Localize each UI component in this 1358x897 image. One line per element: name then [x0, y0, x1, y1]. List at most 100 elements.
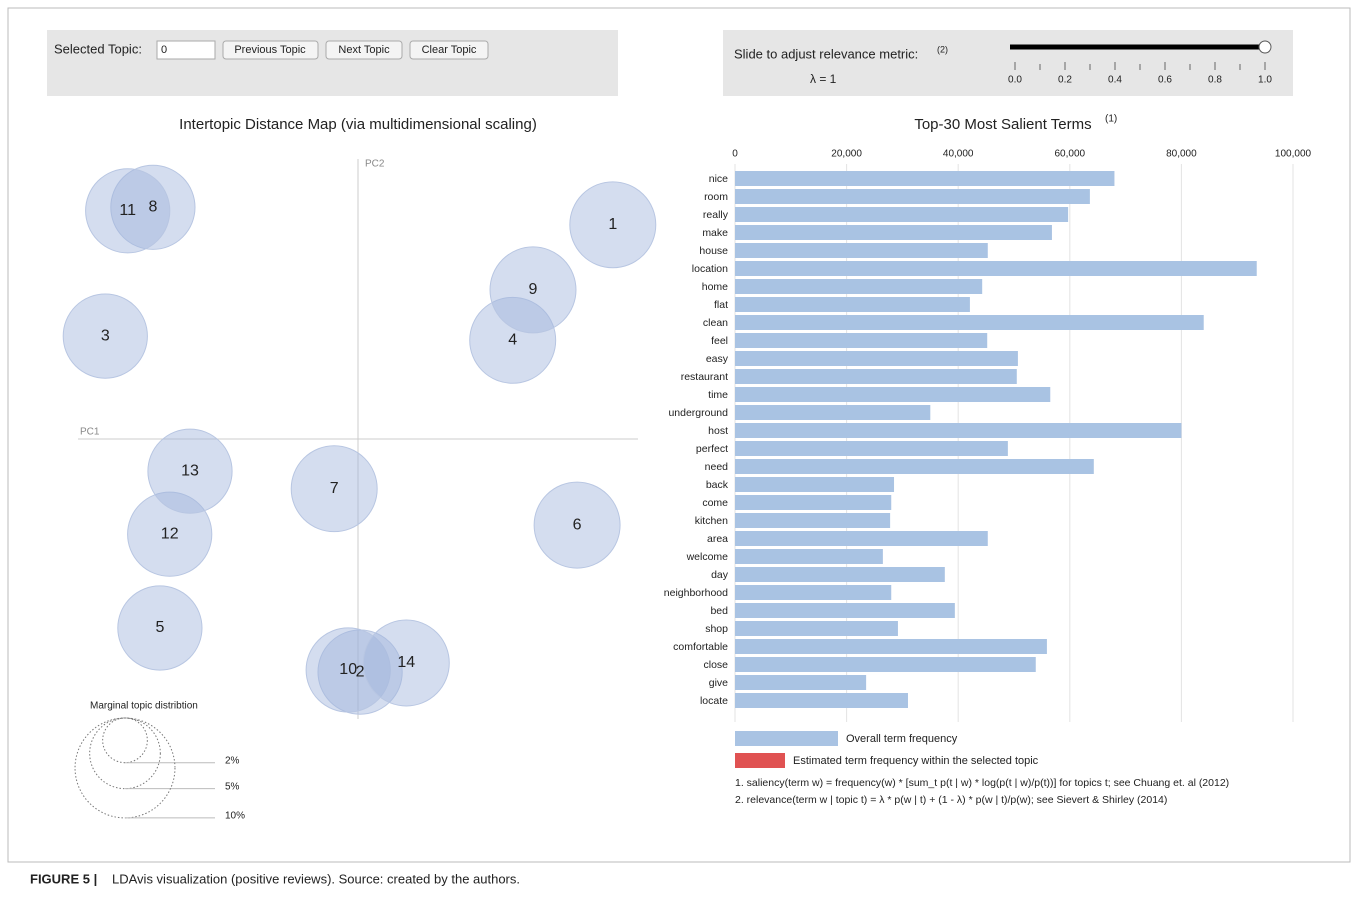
- term-label: welcome: [686, 551, 729, 563]
- x-tick-label: 80,000: [1166, 149, 1197, 160]
- bar: [735, 189, 1090, 204]
- button-box[interactable]: [222, 40, 319, 60]
- map-title: Intertopic Distance Map (via multidimens…: [179, 116, 537, 133]
- term-label: kitchen: [695, 515, 728, 527]
- topic-label: 6: [573, 516, 582, 533]
- term-label: back: [706, 479, 729, 491]
- bar: [735, 621, 898, 636]
- legend-label: Estimated term frequency within the sele…: [793, 755, 1039, 767]
- bar-title: Top-30 Most Salient Terms: [914, 116, 1091, 133]
- button-label[interactable]: Next Topic: [338, 44, 390, 56]
- topic-bubble[interactable]: [147, 428, 233, 514]
- term-label: location: [692, 263, 728, 275]
- slider-label: Slide to adjust relevance metric:: [734, 46, 918, 61]
- x-tick-label: 100,000: [1275, 149, 1312, 160]
- bar: [735, 315, 1204, 330]
- topic-bubble[interactable]: [569, 181, 657, 269]
- button-box[interactable]: [409, 40, 489, 60]
- term-label: day: [711, 569, 729, 581]
- button-label[interactable]: Previous Topic: [234, 44, 306, 56]
- pc1-label: PC1: [80, 427, 100, 438]
- term-label: house: [699, 245, 728, 257]
- topic-input-value[interactable]: 0: [161, 44, 167, 56]
- term-label: close: [703, 659, 728, 671]
- topic-bubble[interactable]: [305, 627, 391, 713]
- size-legend-label: 5%: [225, 781, 240, 792]
- bar: [735, 297, 970, 312]
- next-button[interactable]: Next Topic: [325, 40, 403, 60]
- slider-tick-label: 0.2: [1058, 75, 1072, 86]
- term-label: need: [705, 461, 729, 473]
- slider-tick-label: 0.8: [1208, 75, 1222, 86]
- bar: [735, 513, 891, 528]
- bar: [735, 207, 1069, 222]
- bar: [735, 351, 1018, 366]
- bar: [735, 603, 955, 618]
- topic-bubble[interactable]: [489, 246, 577, 334]
- term-label: bed: [710, 605, 728, 617]
- legend-label: Overall term frequency: [846, 733, 958, 745]
- term-label: clean: [703, 317, 728, 329]
- term-label: home: [702, 281, 728, 293]
- footnote: 2. relevance(term w | topic t) = λ * p(w…: [735, 794, 1167, 806]
- topic-label: 13: [181, 462, 199, 479]
- topic-label: 5: [155, 619, 164, 636]
- topic-panel: [47, 30, 618, 96]
- pc2-label: PC2: [365, 159, 385, 170]
- button-box[interactable]: [325, 40, 403, 60]
- topic-input[interactable]: [156, 40, 216, 60]
- clear-button[interactable]: Clear Topic: [409, 40, 489, 60]
- prev-button[interactable]: Previous Topic: [222, 40, 319, 60]
- frame: [7, 7, 1351, 863]
- size-legend-title: Marginal topic distribtion: [90, 701, 198, 712]
- topic-label: 11: [119, 202, 136, 219]
- slider-note: (2): [937, 44, 948, 54]
- term-label: host: [708, 425, 728, 437]
- slider-knob[interactable]: [1258, 40, 1272, 54]
- term-label: make: [702, 227, 728, 239]
- caption-label: FIGURE 5 |: [30, 871, 97, 886]
- topic-bubble[interactable]: [117, 585, 203, 671]
- button-label[interactable]: Clear Topic: [422, 44, 477, 56]
- term-label: neighborhood: [664, 587, 728, 599]
- bar: [735, 585, 892, 600]
- term-label: flat: [714, 299, 728, 311]
- slider-tick-label: 0.6: [1158, 75, 1172, 86]
- topic-bubble[interactable]: [62, 293, 148, 379]
- caption-text: LDAvis visualization (positive reviews).…: [112, 871, 520, 886]
- slider-panel: [723, 30, 1293, 96]
- topic-label: 2: [356, 663, 365, 680]
- topic-bubble[interactable]: [533, 481, 621, 569]
- term-label: shop: [705, 623, 728, 635]
- bar: [735, 549, 883, 564]
- term-label: really: [703, 209, 729, 221]
- topic-bubble[interactable]: [290, 445, 378, 533]
- term-label: come: [702, 497, 728, 509]
- topic-bubble[interactable]: [362, 619, 450, 707]
- topic-bubble[interactable]: [110, 164, 196, 250]
- slider-tick-label: 1.0: [1258, 75, 1272, 86]
- x-tick-label: 0: [732, 149, 738, 160]
- lambda-label: λ = 1: [810, 72, 837, 86]
- topic-label: 12: [161, 525, 179, 542]
- bar: [735, 387, 1051, 402]
- term-label: underground: [668, 407, 728, 419]
- topic-label: 14: [397, 654, 415, 671]
- bar: [735, 261, 1257, 276]
- topic-bubble[interactable]: [85, 168, 171, 254]
- size-legend-label: 10%: [225, 811, 245, 822]
- topic-bubble[interactable]: [469, 296, 557, 384]
- bar: [735, 639, 1047, 654]
- term-label: area: [707, 533, 728, 545]
- term-label: nice: [709, 173, 728, 185]
- term-label: easy: [706, 353, 729, 365]
- size-legend-label: 2%: [225, 755, 240, 766]
- legend-swatch: [735, 753, 785, 768]
- bar: [735, 279, 983, 294]
- bar: [735, 441, 1008, 456]
- term-label: perfect: [696, 443, 728, 455]
- bar: [735, 405, 931, 420]
- topic-label: 10: [339, 661, 357, 678]
- bar: [735, 657, 1036, 672]
